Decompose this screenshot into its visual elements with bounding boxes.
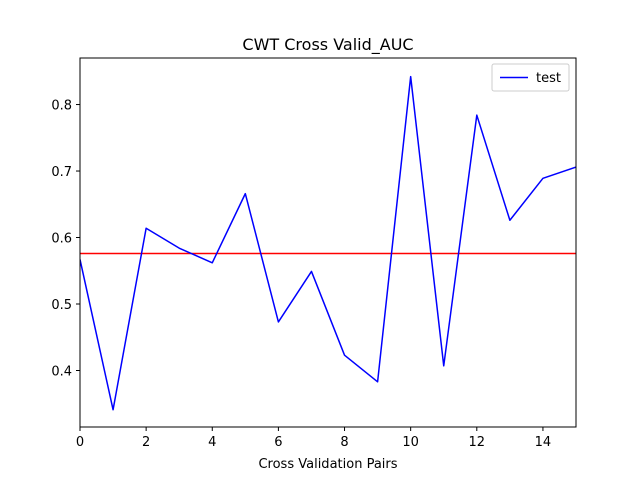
- x-tick-label: 0: [76, 435, 84, 450]
- y-tick-label: 0.4: [51, 364, 72, 379]
- axes-frame: [79, 57, 577, 428]
- legend-box: [491, 63, 570, 92]
- series-line-test: [80, 75, 576, 411]
- chart-title: CWT Cross Valid_AUC: [242, 35, 413, 55]
- x-tick-label: 2: [142, 435, 150, 450]
- x-tick-label: 10: [402, 435, 419, 450]
- x-tick-label: 12: [469, 435, 486, 450]
- plot-area: 0 2 4 6 8 10 12 14 0.4 0.5 0.6 0.7 0.8 test: [51, 57, 577, 450]
- x-tick-label: 8: [340, 435, 348, 450]
- x-tick-label: 4: [208, 435, 216, 450]
- x-tick-label: 6: [274, 435, 282, 450]
- x-tick-label: 14: [535, 435, 552, 450]
- y-tick-label: 0.6: [51, 232, 72, 247]
- y-tick-label: 0.8: [51, 99, 72, 114]
- x-axis-label: Cross Validation Pairs: [258, 457, 397, 472]
- legend-label: test: [536, 71, 561, 86]
- y-tick-label: 0.7: [51, 165, 72, 180]
- y-tick-label: 0.5: [51, 298, 72, 313]
